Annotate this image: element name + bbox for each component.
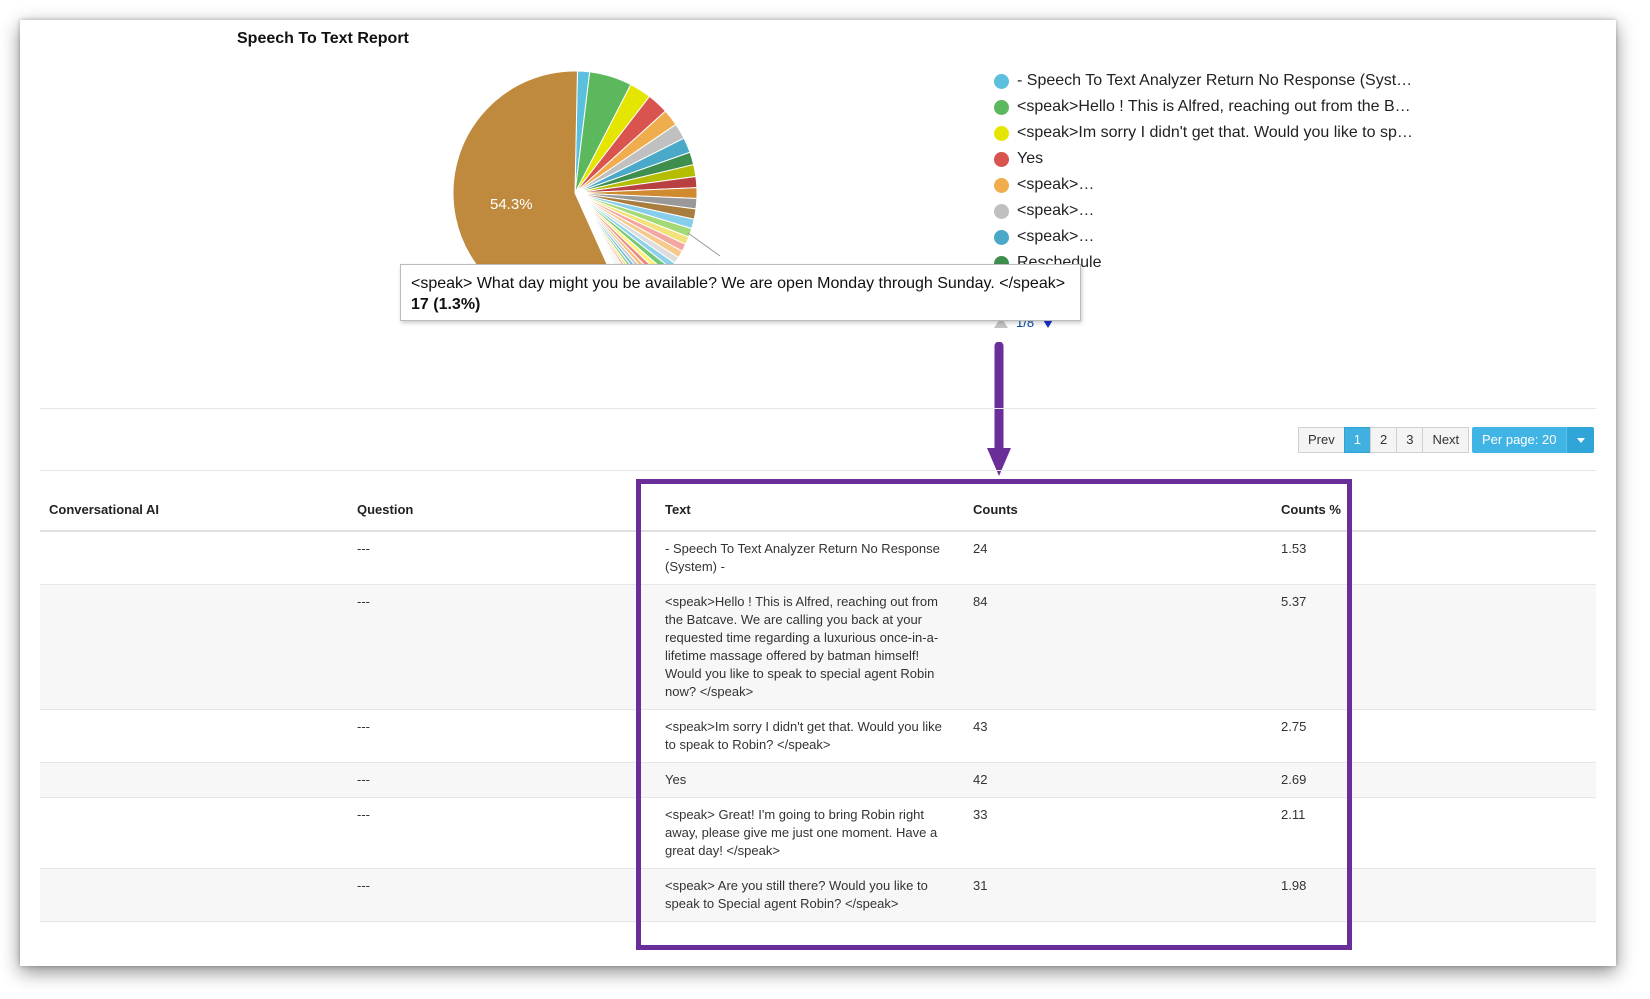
cell-conversational-ai bbox=[40, 532, 348, 584]
per-page-label: Per page: 20 bbox=[1472, 427, 1567, 453]
table-row: --- Yes 42 2.69 bbox=[40, 763, 1596, 798]
legend-item[interactable]: <speak>… bbox=[994, 224, 1454, 250]
tooltip-connector bbox=[687, 232, 721, 257]
table-row: --- - Speech To Text Analyzer Return No R… bbox=[40, 532, 1596, 585]
report-table: Conversational AI Question Text Counts C… bbox=[40, 488, 1596, 922]
slice-percent-label: 54.3% bbox=[490, 196, 533, 213]
cell-count: 33 bbox=[973, 807, 988, 822]
cell-question: --- bbox=[357, 878, 370, 893]
legend-item[interactable]: - Speech To Text Analyzer Return No Resp… bbox=[994, 68, 1454, 94]
tooltip-value: 17 (1.3%) bbox=[411, 296, 481, 313]
cell-conversational-ai bbox=[40, 763, 348, 797]
cell-conversational-ai bbox=[40, 710, 348, 762]
cell-percent: 2.69 bbox=[1281, 772, 1307, 787]
column-header-counts-percent[interactable]: Counts % bbox=[1281, 501, 1341, 517]
page-button-2[interactable]: 2 bbox=[1369, 427, 1398, 453]
report-title: Speech To Text Report bbox=[237, 30, 409, 47]
cell-percent: 1.98 bbox=[1281, 878, 1307, 893]
cell-text: <speak> Great! I'm going to bring Robin … bbox=[665, 807, 938, 858]
legend-label: <speak>… bbox=[1017, 202, 1095, 219]
legend-item[interactable]: <speak>Hello ! This is Alfred, reaching … bbox=[994, 94, 1454, 120]
cell-count: 31 bbox=[973, 878, 988, 893]
cell-text: - Speech To Text Analyzer Return No Resp… bbox=[665, 541, 940, 574]
legend-dot-icon bbox=[994, 151, 1009, 167]
cell-text: <speak>Hello ! This is Alfred, reaching … bbox=[665, 594, 939, 699]
cell-percent: 2.75 bbox=[1281, 719, 1307, 734]
cell-question: --- bbox=[357, 541, 370, 556]
legend-label: <speak>… bbox=[1017, 176, 1095, 193]
table-row: --- <speak>Im sorry I didn't get that. Wo… bbox=[40, 710, 1596, 763]
legend-label: Yes bbox=[1017, 150, 1044, 167]
table-row: --- <speak> Are you still there? Would yo… bbox=[40, 869, 1596, 922]
legend-item[interactable]: <speak>… bbox=[994, 198, 1454, 224]
cell-conversational-ai bbox=[40, 798, 348, 868]
cell-count: 84 bbox=[973, 594, 988, 609]
table-body: --- - Speech To Text Analyzer Return No R… bbox=[40, 532, 1596, 922]
down-arrow-icon bbox=[987, 342, 1011, 476]
legend-dot-icon bbox=[994, 203, 1009, 219]
cell-percent: 1.53 bbox=[1281, 541, 1307, 556]
section-divider bbox=[40, 470, 1596, 471]
chart-tooltip: <speak> What day might you be available?… bbox=[400, 264, 1081, 321]
cell-question: --- bbox=[357, 594, 370, 609]
legend-dot-icon bbox=[994, 99, 1009, 115]
cell-question: --- bbox=[357, 807, 370, 822]
legend-dot-icon bbox=[994, 125, 1009, 141]
legend-label: - Speech To Text Analyzer Return No Resp… bbox=[1017, 72, 1413, 89]
cell-conversational-ai bbox=[40, 869, 348, 921]
legend-label: <speak>… bbox=[1017, 228, 1095, 245]
legend-item[interactable]: <speak>Im sorry I didn't get that. Would… bbox=[994, 120, 1454, 146]
column-header-text[interactable]: Text bbox=[665, 501, 691, 517]
cell-text: <speak>Im sorry I didn't get that. Would… bbox=[665, 719, 942, 752]
prev-button[interactable]: Prev bbox=[1298, 427, 1345, 453]
report-card: Speech To Text Report 54.3% - Speech To … bbox=[20, 20, 1616, 966]
column-header-conversational-ai[interactable]: Conversational AI bbox=[49, 501, 160, 517]
cell-question: --- bbox=[357, 719, 370, 734]
table-row: --- <speak>Hello ! This is Alfred, reachi… bbox=[40, 585, 1596, 710]
next-button[interactable]: Next bbox=[1422, 427, 1470, 453]
cell-percent: 5.37 bbox=[1281, 594, 1307, 609]
column-header-question[interactable]: Question bbox=[357, 501, 414, 517]
legend-label: <speak>Hello ! This is Alfred, reaching … bbox=[1017, 98, 1411, 115]
legend-dot-icon bbox=[994, 229, 1009, 245]
chart-legend: - Speech To Text Analyzer Return No Resp… bbox=[994, 68, 1454, 276]
cell-count: 24 bbox=[973, 541, 988, 556]
cell-count: 43 bbox=[973, 719, 988, 734]
cell-conversational-ai bbox=[40, 585, 348, 709]
page-button-1[interactable]: 1 bbox=[1343, 427, 1371, 453]
cell-text: Yes bbox=[665, 772, 687, 787]
cell-text: <speak> Are you still there? Would you l… bbox=[665, 878, 928, 911]
legend-prev-arrow-icon[interactable] bbox=[994, 317, 1008, 328]
per-page-dropdown[interactable]: Per page: 20 bbox=[1472, 427, 1595, 453]
caret-down-icon[interactable] bbox=[1566, 427, 1595, 453]
legend-item[interactable]: Yes bbox=[994, 146, 1454, 172]
legend-dot-icon bbox=[994, 177, 1009, 193]
table-row: --- <speak> Great! I'm going to bring Rob… bbox=[40, 798, 1596, 869]
cell-question: --- bbox=[357, 772, 370, 787]
legend-next-arrow-icon[interactable] bbox=[1042, 317, 1055, 328]
tooltip-text: <speak> What day might you be available?… bbox=[411, 275, 1066, 292]
page-button-3[interactable]: 3 bbox=[1396, 427, 1424, 453]
section-divider bbox=[40, 408, 1596, 409]
column-header-counts[interactable]: Counts bbox=[973, 501, 1018, 517]
legend-dot-icon bbox=[994, 73, 1009, 89]
cell-percent: 2.11 bbox=[1281, 807, 1306, 822]
legend-label: <speak>Im sorry I didn't get that. Would… bbox=[1017, 124, 1413, 141]
table-header: Conversational AI Question Text Counts C… bbox=[40, 488, 1596, 532]
legend-item[interactable]: <speak>… bbox=[994, 172, 1454, 198]
pagination: Prev 1 2 3 Next bbox=[1298, 427, 1470, 453]
cell-count: 42 bbox=[973, 772, 988, 787]
